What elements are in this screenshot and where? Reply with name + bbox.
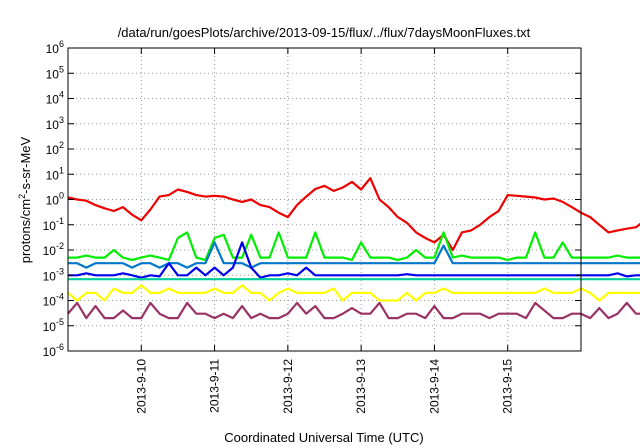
x-tick-label: 2013-9-11 bbox=[208, 359, 222, 413]
y-tick-exp: 2 bbox=[59, 140, 64, 150]
y-tick-base: 10 bbox=[43, 244, 57, 258]
x-axis-ticks: 2013-9-10 2013-9-11 2013-9-12 2013-9-13 2013… bbox=[134, 48, 515, 414]
y-axis-label-rest: -s-sr-MeV bbox=[18, 136, 33, 193]
series-line-5 bbox=[67, 284, 640, 302]
y-tick-base: 10 bbox=[46, 93, 60, 107]
x-tick-label: 2013-9-10 bbox=[134, 359, 148, 414]
y-tick-base: 10 bbox=[46, 42, 60, 56]
series-line-0 bbox=[67, 177, 640, 252]
y-tick-exp: -6 bbox=[56, 342, 64, 352]
y-tick-base: 10 bbox=[46, 118, 60, 132]
y-tick-base: 10 bbox=[43, 345, 57, 359]
y-tick-label: 10-4 bbox=[43, 292, 64, 309]
x-tick-label: 2013-9-12 bbox=[281, 359, 295, 414]
y-tick-exp: 4 bbox=[59, 90, 64, 100]
y-tick-label: 105 bbox=[46, 64, 64, 81]
y-tick-label: 10-1 bbox=[43, 216, 64, 233]
y-tick-label: 102 bbox=[46, 140, 64, 157]
series-line-1 bbox=[68, 231, 640, 262]
y-tick-base: 10 bbox=[46, 67, 60, 81]
y-tick-base: 10 bbox=[43, 295, 57, 309]
y-tick-exp: 0 bbox=[59, 191, 64, 201]
y-tick-exp: 5 bbox=[59, 64, 64, 74]
y-tick-label: 103 bbox=[46, 115, 64, 132]
y-tick-base: 10 bbox=[43, 219, 57, 233]
x-tick-label: 2013-9-13 bbox=[354, 359, 368, 414]
y-tick-label: 10-3 bbox=[43, 266, 64, 283]
y-tick-exp: 1 bbox=[59, 165, 64, 175]
y-tick-exp: -2 bbox=[56, 241, 64, 251]
series-layer bbox=[67, 177, 640, 320]
y-tick-base: 10 bbox=[43, 269, 57, 283]
series-line-3 bbox=[68, 241, 640, 279]
y-tick-label: 10-5 bbox=[43, 317, 64, 334]
y-tick-exp: -5 bbox=[56, 317, 64, 327]
y-tick-base: 10 bbox=[43, 320, 57, 334]
x-axis-label: Coordinated Universal Time (UTC) bbox=[224, 430, 423, 445]
y-tick-label: 10-2 bbox=[43, 241, 64, 258]
y-tick-base: 10 bbox=[46, 194, 60, 208]
y-tick-exp: 3 bbox=[59, 115, 64, 125]
y-tick-label: 104 bbox=[46, 90, 64, 107]
y-tick-label: 10-6 bbox=[43, 342, 64, 359]
series-line-2 bbox=[68, 241, 640, 269]
series-line-6 bbox=[67, 301, 640, 320]
y-tick-base: 10 bbox=[46, 168, 60, 182]
y-tick-exp: 6 bbox=[59, 39, 64, 49]
y-axis-label: protons/cm2-s-sr-MeV bbox=[17, 136, 33, 263]
y-axis-ticks: 10-610-510-410-310-210-11001011021031041… bbox=[43, 39, 581, 359]
y-tick-base: 10 bbox=[46, 143, 60, 157]
y-axis-label-sup: 2 bbox=[17, 194, 27, 199]
y-tick-label: 100 bbox=[46, 191, 64, 208]
y-tick-exp: -4 bbox=[56, 292, 64, 302]
x-tick-label: 2013-9-14 bbox=[427, 359, 441, 414]
y-tick-label: 106 bbox=[46, 39, 64, 56]
y-tick-exp: -1 bbox=[56, 216, 64, 226]
y-axis-label-main: protons/cm bbox=[18, 199, 33, 263]
y-tick-exp: -3 bbox=[56, 266, 64, 276]
y-tick-label: 101 bbox=[46, 165, 64, 182]
chart-title: /data/run/goesPlots/archive/2013-09-15/f… bbox=[118, 25, 531, 40]
x-tick-label: 2013-9-15 bbox=[501, 359, 515, 414]
